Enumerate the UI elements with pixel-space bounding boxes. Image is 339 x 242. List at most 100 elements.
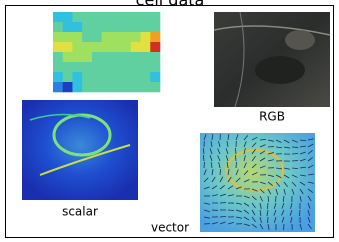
heat-cell — [63, 72, 73, 82]
heat-cell — [102, 82, 112, 92]
heat-cell — [92, 12, 102, 22]
heat-cell — [150, 62, 160, 72]
heat-cell — [92, 42, 102, 52]
heat-cell — [141, 42, 151, 52]
heat-cell — [63, 42, 73, 52]
heat-cell — [111, 42, 121, 52]
heat-cell — [53, 62, 63, 72]
heat-cell — [82, 72, 92, 82]
heat-cell — [141, 62, 151, 72]
heat-cell — [102, 62, 112, 72]
heat-cell — [121, 12, 131, 22]
figure-title: cell data — [136, 0, 205, 10]
heat-cell — [53, 12, 63, 22]
heat-cell — [150, 12, 160, 22]
heat-cell — [131, 52, 141, 62]
scalar-image — [22, 100, 138, 200]
heat-cell — [53, 42, 63, 52]
panel-label: RGB — [259, 110, 285, 124]
heat-cell — [102, 72, 112, 82]
heat-cell — [72, 62, 82, 72]
heat-cell — [150, 22, 160, 32]
heat-cell — [63, 52, 73, 62]
heat-cell — [92, 62, 102, 72]
heat-cell — [121, 72, 131, 82]
vector-arrow — [235, 155, 236, 161]
heat-cell — [150, 42, 160, 52]
heat-cell — [141, 12, 151, 22]
heat-cell — [121, 42, 131, 52]
heat-cell — [102, 12, 112, 22]
heat-cell — [72, 52, 82, 62]
heat-cell — [131, 72, 141, 82]
heat-cell — [53, 22, 63, 32]
heat-cell — [150, 52, 160, 62]
heat-cell — [131, 12, 141, 22]
heat-cell — [82, 52, 92, 62]
heat-cell — [92, 82, 102, 92]
figure: cell data RGB scalar vector — [0, 0, 339, 242]
heat-cell — [131, 82, 141, 92]
panel-label: scalar — [62, 205, 98, 219]
heatmap-image — [53, 12, 160, 92]
heat-cell — [63, 12, 73, 22]
heat-cell — [102, 52, 112, 62]
heat-cell — [82, 62, 92, 72]
heat-cell — [63, 32, 73, 42]
heat-cell — [92, 32, 102, 42]
heat-cell — [111, 82, 121, 92]
heat-cell — [72, 12, 82, 22]
heat-cell — [82, 22, 92, 32]
heat-cell — [92, 52, 102, 62]
heat-cell — [111, 22, 121, 32]
heat-cell — [131, 32, 141, 42]
vector-arrow — [292, 153, 298, 154]
heat-cell — [121, 62, 131, 72]
heat-cell — [102, 42, 112, 52]
heat-cell — [72, 32, 82, 42]
heat-cell — [150, 32, 160, 42]
rgb-image — [214, 12, 330, 107]
vector-arrow — [220, 169, 221, 175]
heat-cell — [111, 72, 121, 82]
heat-cell — [53, 52, 63, 62]
heat-cell — [63, 22, 73, 32]
vector-image — [200, 133, 315, 232]
heat-cell — [131, 22, 141, 32]
heat-cell — [121, 82, 131, 92]
page: cell data RGB scalar vector (() => { con… — [0, 0, 339, 242]
heat-cell — [63, 62, 73, 72]
heat-cell — [141, 72, 151, 82]
heat-cell — [63, 82, 73, 92]
heat-cell — [121, 32, 131, 42]
heat-cell — [111, 52, 121, 62]
heat-cell — [141, 82, 151, 92]
panel-label: vector — [151, 221, 189, 235]
heat-cell — [72, 42, 82, 52]
heat-cell — [121, 22, 131, 32]
heat-cell — [82, 12, 92, 22]
heat-cell — [72, 72, 82, 82]
heat-cell — [141, 52, 151, 62]
heat-cell — [111, 32, 121, 42]
heat-cell — [131, 62, 141, 72]
heat-cell — [82, 32, 92, 42]
heat-cell — [150, 72, 160, 82]
heat-cell — [111, 62, 121, 72]
heat-cell — [53, 82, 63, 92]
heat-cell — [92, 72, 102, 82]
heat-cell — [82, 82, 92, 92]
heat-cell — [82, 42, 92, 52]
heat-cell — [92, 22, 102, 32]
heat-cell — [141, 32, 151, 42]
heat-cell — [102, 22, 112, 32]
heat-cell — [102, 32, 112, 42]
vector-arrow — [236, 162, 237, 168]
heat-cell — [72, 22, 82, 32]
heat-cell — [53, 32, 63, 42]
heat-cell — [141, 22, 151, 32]
heat-cell — [150, 82, 160, 92]
heat-cell — [72, 82, 82, 92]
heat-cell — [53, 72, 63, 82]
heat-cell — [111, 12, 121, 22]
